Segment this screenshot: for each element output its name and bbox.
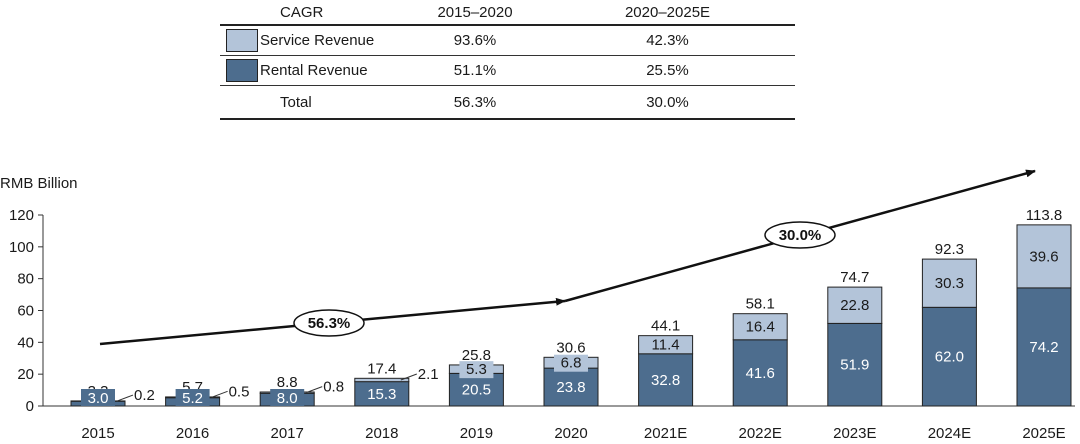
x-tick-label: 2023E — [833, 425, 876, 442]
x-tick-label: 2020 — [554, 425, 587, 442]
y-tick-label: 20 — [17, 366, 34, 383]
table-row: Total 56.3% 30.0% — [220, 85, 795, 120]
table-cell: 30.0% — [540, 85, 795, 120]
x-tick-label: 2024E — [928, 425, 971, 442]
total-label: 8.8 — [277, 374, 298, 391]
y-tick-label: 60 — [17, 303, 34, 320]
rental-label-bg — [81, 389, 115, 406]
table-cell: 25.5% — [540, 55, 795, 86]
x-tick-label: 2015 — [81, 425, 114, 442]
service-bar — [827, 286, 883, 324]
x-tick-label: 2021E — [644, 425, 687, 442]
service-bar — [354, 377, 410, 383]
rental-value-label: 41.6 — [746, 365, 775, 382]
rental-label-bg — [175, 389, 210, 406]
rental-value-label: 62.0 — [935, 349, 964, 366]
table-cell: 42.3% — [540, 25, 795, 56]
y-tick-label: 120 — [9, 207, 34, 224]
y-tick-label: 100 — [9, 239, 34, 256]
rental-bar — [732, 339, 788, 407]
service-swatch — [226, 29, 258, 52]
table-cell: 56.3% — [410, 85, 540, 120]
y-tick-label: 80 — [17, 271, 34, 288]
service-value-label: 0.5 — [229, 383, 250, 400]
table-row: Rental Revenue 51.1% 25.5% — [220, 55, 795, 86]
service-leader-line — [306, 386, 323, 394]
row-label: Service Revenue — [220, 25, 410, 56]
rental-bar — [1016, 287, 1072, 407]
x-tick-label: 2025E — [1022, 425, 1065, 442]
service-bar — [638, 335, 694, 355]
total-label: 92.3 — [935, 241, 964, 258]
rental-label-bg — [270, 389, 305, 406]
total-label: 113.8 — [1026, 207, 1062, 224]
service-leader-line — [116, 394, 134, 402]
total-label: 17.4 — [367, 360, 396, 377]
service-value-label: 22.8 — [840, 297, 869, 314]
rental-bar — [921, 306, 977, 407]
row-label: Rental Revenue — [220, 55, 410, 86]
total-label: Total — [280, 93, 312, 111]
x-tick-label: 2018 — [365, 425, 398, 442]
total-label: 30.6 — [556, 339, 585, 356]
rental-value-label: 5.2 — [182, 390, 203, 407]
rental-value-label: 23.8 — [556, 379, 585, 396]
service-label: Service Revenue — [260, 32, 375, 49]
x-tick-label: 2022E — [739, 425, 782, 442]
total-label: 25.8 — [462, 347, 491, 364]
service-value-label: 16.4 — [746, 319, 775, 336]
service-value-label: 6.8 — [561, 355, 582, 372]
y-tick-label: 0 — [26, 398, 34, 415]
service-leader-line — [211, 390, 228, 398]
total-label: 44.1 — [651, 318, 680, 335]
y-tick-label: 40 — [17, 334, 34, 351]
rental-value-label: 8.0 — [277, 390, 298, 407]
table-cell: 93.6% — [410, 25, 540, 56]
period-1-header: 2015–2020 — [410, 0, 540, 26]
x-tick-label: 2019 — [460, 425, 493, 442]
cagr-table: CAGR 2015–2020 2020–2025E Service Revenu… — [220, 0, 795, 120]
table-row: Service Revenue 93.6% 42.3% — [220, 25, 795, 56]
rental-value-label: 32.8 — [651, 372, 680, 389]
cagr-table-header-row: CAGR 2015–2020 2020–2025E — [220, 0, 795, 26]
service-value-label: 5.3 — [466, 361, 487, 378]
service-bar — [732, 313, 788, 341]
service-value-label: 11.4 — [652, 337, 680, 354]
cagr-badge-2015-2020-label: 56.3% — [308, 315, 351, 332]
cagr-badge-2015-2020-ellipse — [293, 309, 365, 337]
service-leader-line — [400, 373, 417, 381]
table-cell: 51.1% — [410, 55, 540, 86]
y-axis-label: RMB Billion — [0, 175, 78, 192]
service-bar — [1016, 224, 1072, 289]
x-tick-label: 2017 — [271, 425, 304, 442]
service-value-label: 30.3 — [935, 275, 964, 292]
service-value-label: 39.6 — [1029, 248, 1058, 265]
rental-label: Rental Revenue — [260, 62, 368, 79]
service-value-label: 0.2 — [134, 387, 155, 404]
cagr-badge-2020-2025-label: 30.0% — [779, 227, 822, 244]
service-value-label: 2.1 — [418, 366, 439, 383]
total-label: 74.7 — [840, 269, 869, 286]
total-label: 58.1 — [746, 296, 775, 313]
rental-swatch — [226, 59, 258, 82]
x-tick-label: 2016 — [176, 425, 209, 442]
service-value-label: 0.8 — [323, 379, 344, 396]
rental-value-label: 20.5 — [462, 382, 491, 399]
service-label-bg — [554, 354, 588, 372]
service-label-bg — [459, 361, 494, 379]
rental-value-label: 74.2 — [1029, 339, 1058, 356]
period-2-header: 2020–2025E — [540, 0, 795, 26]
rental-bar — [638, 353, 694, 407]
cagr-header: CAGR — [220, 0, 410, 26]
rental-bar — [827, 322, 883, 407]
rental-value-label: 3.0 — [88, 390, 109, 407]
row-label: Total — [220, 85, 410, 120]
cagr-badge-2020-2025-ellipse — [764, 221, 836, 249]
rental-value-label: 51.9 — [840, 357, 869, 374]
service-bar — [921, 258, 977, 308]
rental-value-label: 15.3 — [367, 386, 396, 403]
rental-bar — [448, 372, 504, 407]
rental-bar — [543, 367, 599, 407]
